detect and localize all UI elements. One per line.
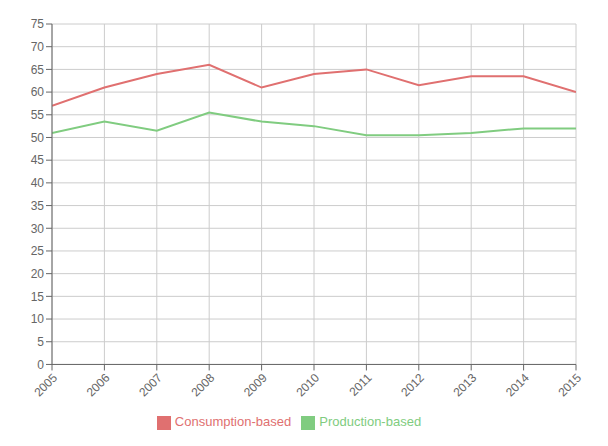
svg-text:2012: 2012 bbox=[398, 370, 427, 399]
svg-text:2011: 2011 bbox=[346, 370, 374, 398]
svg-text:75: 75 bbox=[31, 17, 45, 31]
svg-text:65: 65 bbox=[31, 63, 45, 77]
html-text:Production-based: Production-based bbox=[319, 414, 422, 430]
svg-text:2009: 2009 bbox=[241, 370, 270, 399]
svg-text:25: 25 bbox=[31, 244, 45, 258]
svg-text:2006: 2006 bbox=[84, 370, 113, 399]
html-text:Consumption-based: Consumption-based bbox=[174, 414, 292, 430]
svg-text:2005: 2005 bbox=[31, 370, 60, 399]
svg-text:20: 20 bbox=[31, 267, 45, 281]
svg-text:60: 60 bbox=[31, 85, 45, 99]
svg-text:10: 10 bbox=[31, 312, 45, 326]
svg-text:2013: 2013 bbox=[451, 370, 480, 399]
svg-text:30: 30 bbox=[31, 222, 45, 236]
svg-text:5: 5 bbox=[37, 335, 44, 349]
svg-text:40: 40 bbox=[31, 176, 45, 190]
svg-text:35: 35 bbox=[31, 199, 45, 213]
svg-text:2008: 2008 bbox=[189, 370, 218, 399]
svg-text:2014: 2014 bbox=[503, 370, 532, 399]
svg-text:70: 70 bbox=[31, 40, 45, 54]
svg-text:15: 15 bbox=[31, 290, 45, 304]
svg-text:2007: 2007 bbox=[136, 370, 165, 399]
svg-text:0: 0 bbox=[37, 358, 44, 372]
svg-text:50: 50 bbox=[31, 131, 45, 145]
svg-text:45: 45 bbox=[31, 153, 45, 167]
svg-text:55: 55 bbox=[31, 108, 45, 122]
svg-text:2010: 2010 bbox=[293, 370, 322, 399]
svg-text:2015: 2015 bbox=[555, 370, 584, 399]
